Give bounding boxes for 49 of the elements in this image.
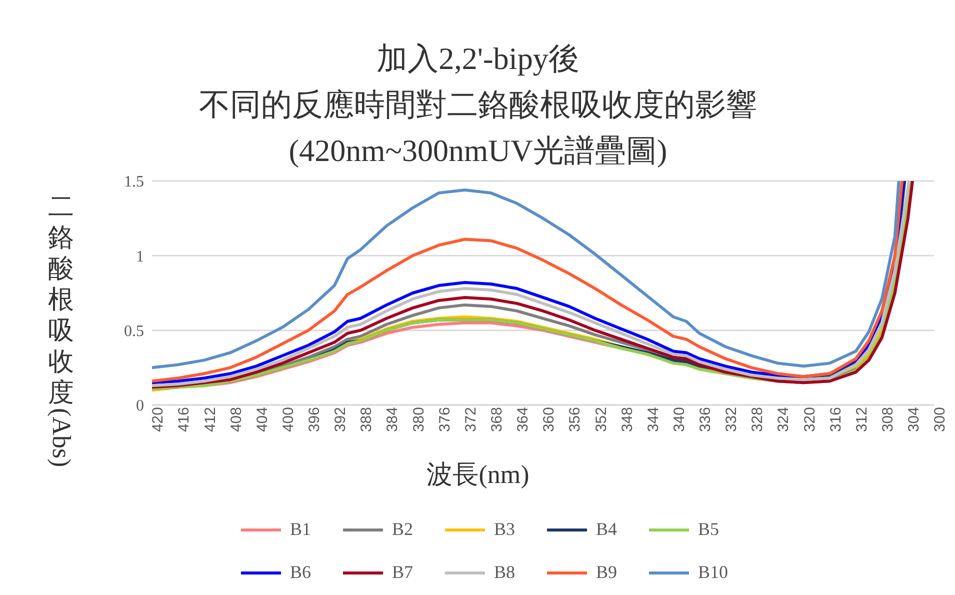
x-tick-label: 324 xyxy=(775,407,792,432)
legend-label: B7 xyxy=(392,562,414,583)
y-tick-label: 0.5 xyxy=(124,323,144,340)
chart-title: 加入2,2'-bipy後 xyxy=(376,40,580,78)
x-tick-label: 344 xyxy=(644,407,662,432)
legend-label: B9 xyxy=(596,562,618,583)
x-tick-label: 352 xyxy=(592,407,610,432)
x-tick-label: 408 xyxy=(228,407,245,432)
chart-subtitle: 不同的反應時間對二鉻酸根吸收度的影響 (420nm~300nmUV光譜疊圖) xyxy=(198,86,758,170)
x-tick-label: 340 xyxy=(670,407,688,432)
x-tick-label: 380 xyxy=(410,407,428,432)
x-tick-label: 372 xyxy=(462,407,480,432)
legend-label: B10 xyxy=(698,562,728,583)
x-tick-label: 356 xyxy=(566,407,584,432)
x-tick-label: 300 xyxy=(932,407,949,432)
x-tick-label: 368 xyxy=(488,407,506,432)
x-tick-label: 328 xyxy=(749,407,766,432)
legend-label: B8 xyxy=(494,562,516,583)
x-axis-title: 波長(nm) xyxy=(426,460,530,489)
x-tick-label: 364 xyxy=(514,407,532,432)
legend-label: B2 xyxy=(392,519,414,540)
x-tick-label: 412 xyxy=(202,407,219,432)
x-tick-label: 388 xyxy=(358,407,376,432)
x-tick-label: 420 xyxy=(150,407,167,432)
x-tick-label: 404 xyxy=(254,407,271,432)
y-tick-label: 0 xyxy=(136,398,144,415)
x-tick-label: 392 xyxy=(332,407,350,432)
x-tick-label: 308 xyxy=(880,407,897,432)
legend-label: B1 xyxy=(290,519,312,540)
legend-label: B3 xyxy=(494,519,516,540)
x-tick-label: 384 xyxy=(384,407,402,432)
x-tick-label: 312 xyxy=(853,407,870,432)
x-tick-label: 376 xyxy=(436,407,454,432)
x-tick-label: 332 xyxy=(723,407,740,432)
legend-label: B6 xyxy=(290,562,312,583)
x-tick-label: 396 xyxy=(306,407,324,432)
y-tick-label: 1 xyxy=(136,248,144,266)
y-tick-label: 1.5 xyxy=(124,174,144,191)
y-axis-title: 二鉻酸根吸收度(Abs) xyxy=(46,191,77,468)
x-tick-label: 400 xyxy=(280,407,297,432)
x-tick-label: 416 xyxy=(176,407,193,432)
x-tick-label: 304 xyxy=(906,407,923,432)
x-tick-label: 336 xyxy=(697,407,714,432)
legend-label: B5 xyxy=(698,519,720,540)
legend-label: B4 xyxy=(596,519,618,540)
x-tick-label: 360 xyxy=(540,407,558,432)
x-tick-label: 316 xyxy=(827,407,844,432)
x-tick-label: 320 xyxy=(801,407,818,432)
x-tick-label: 348 xyxy=(618,407,636,432)
